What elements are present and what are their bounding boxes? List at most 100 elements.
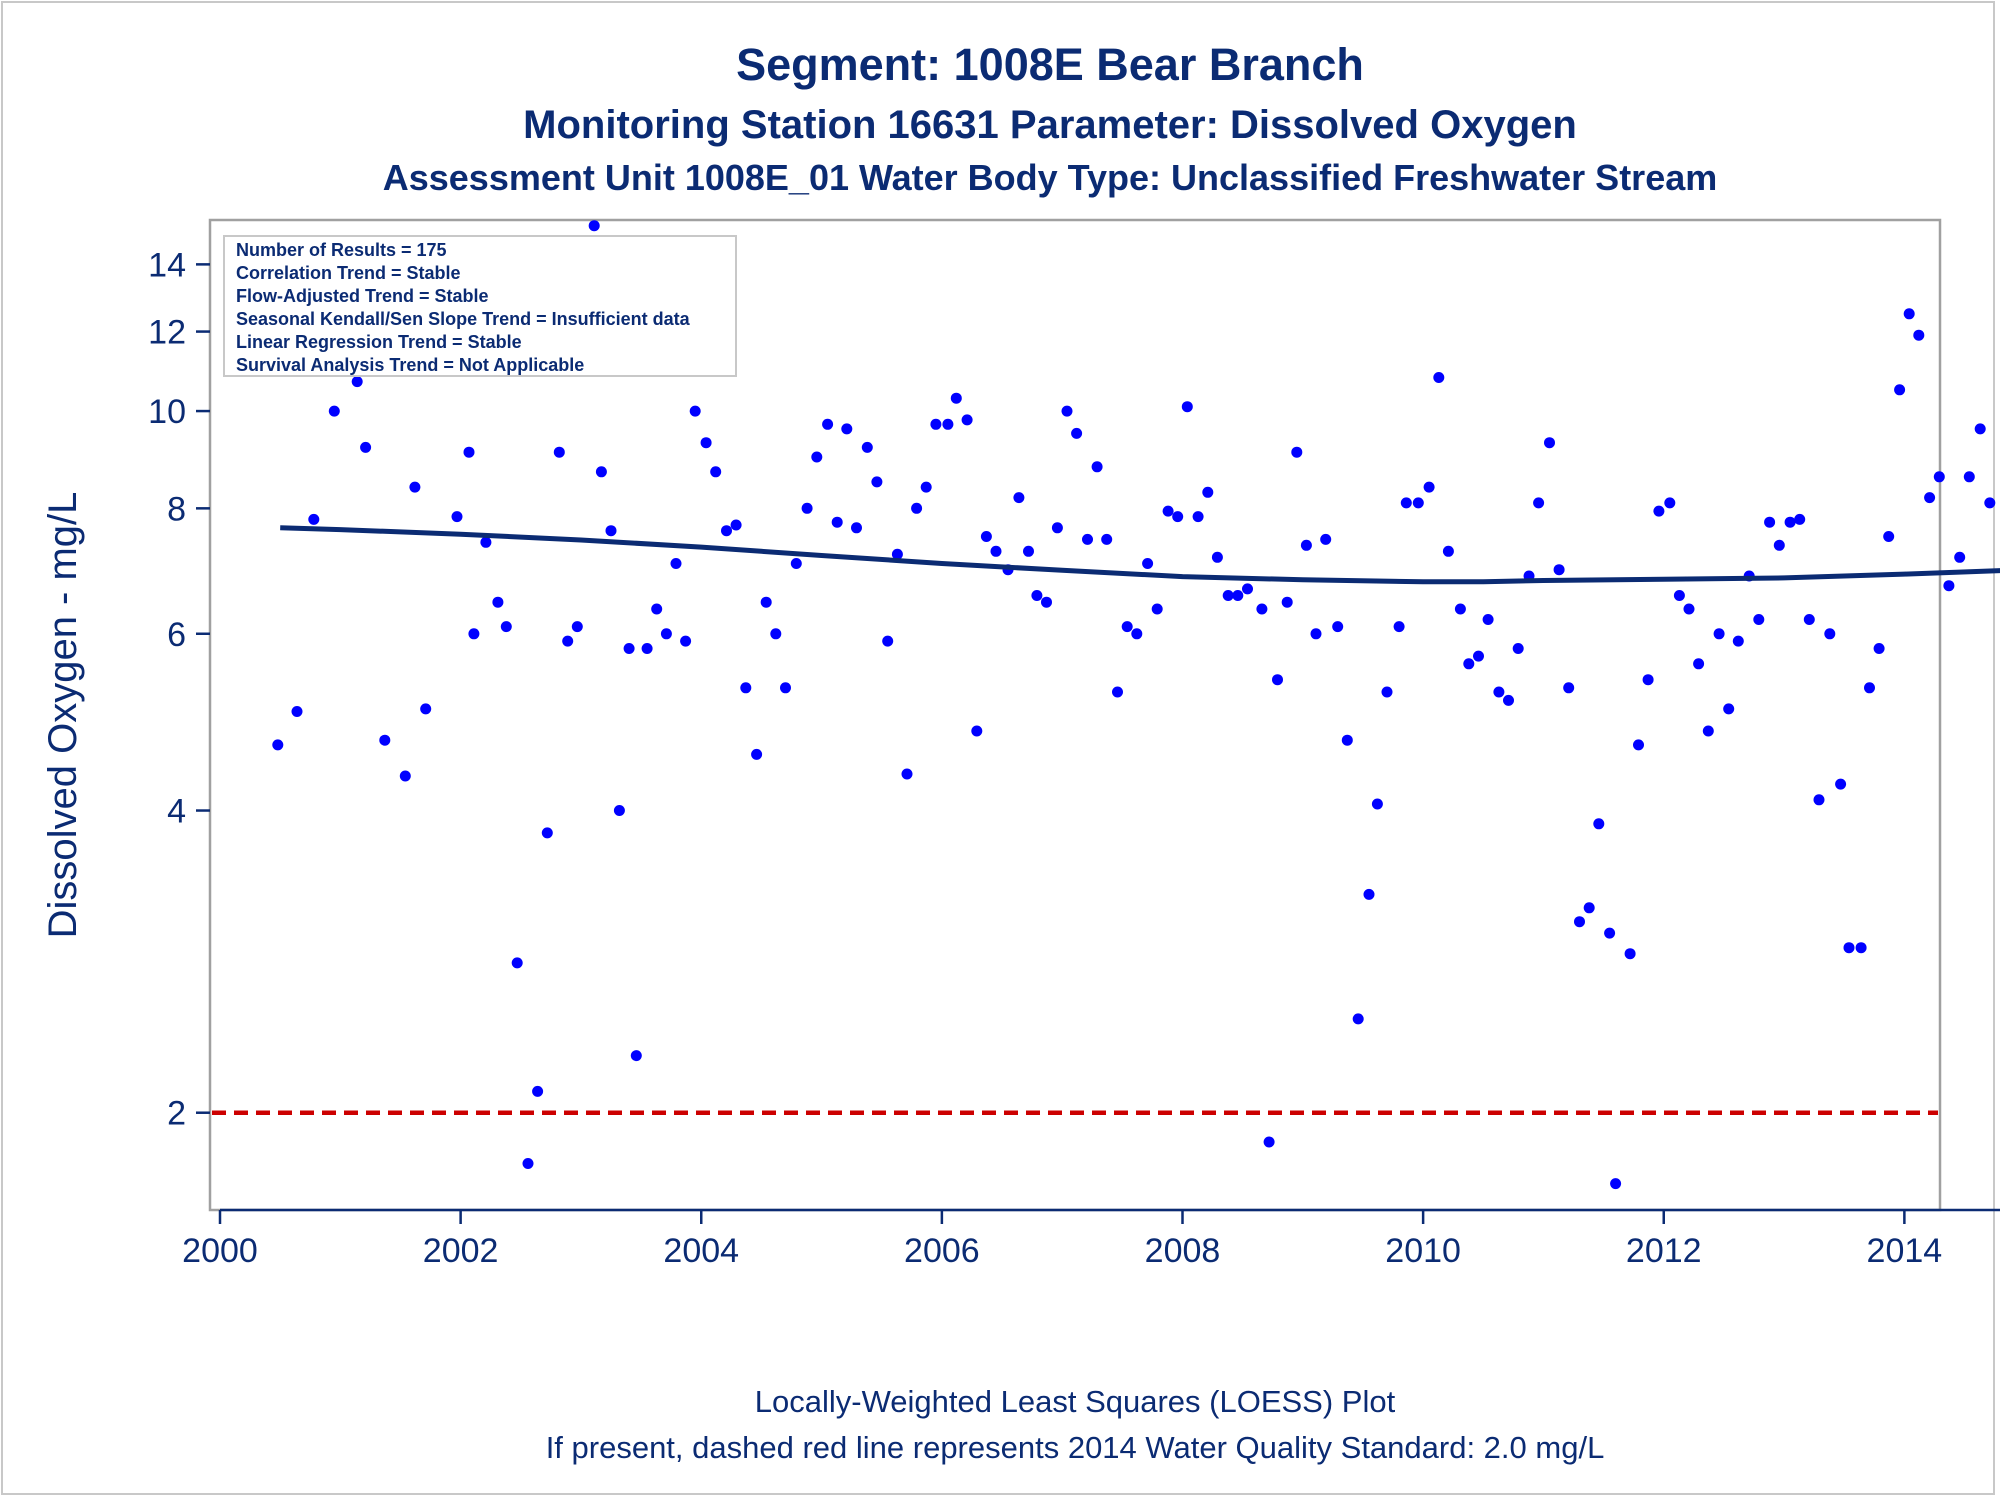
data-point bbox=[1172, 511, 1184, 523]
data-point bbox=[1683, 603, 1695, 615]
data-point bbox=[1121, 621, 1133, 633]
y-tick-label: 10 bbox=[148, 393, 186, 431]
data-point bbox=[882, 635, 894, 647]
data-point bbox=[1855, 942, 1867, 954]
data-point bbox=[861, 441, 873, 453]
data-point bbox=[623, 643, 635, 654]
y-tick-label: 12 bbox=[148, 314, 186, 352]
data-point bbox=[1843, 942, 1855, 954]
data-point bbox=[595, 466, 607, 478]
data-point bbox=[291, 706, 303, 717]
data-point bbox=[1412, 497, 1424, 509]
data-point bbox=[1593, 818, 1605, 830]
data-point bbox=[971, 725, 983, 737]
data-point bbox=[1181, 401, 1193, 413]
data-point bbox=[1610, 1178, 1622, 1190]
data-point bbox=[1371, 798, 1383, 810]
data-point bbox=[588, 220, 600, 232]
data-point bbox=[760, 596, 772, 608]
data-point bbox=[272, 739, 284, 751]
data-point bbox=[1803, 614, 1815, 625]
data-point bbox=[950, 392, 962, 404]
data-point bbox=[1913, 329, 1925, 341]
data-point bbox=[1702, 725, 1714, 737]
data-point bbox=[1604, 927, 1616, 939]
data-point bbox=[700, 437, 712, 449]
data-point bbox=[1151, 603, 1163, 615]
chart-subtitle-2: Assessment Unit 1008E_01 Water Body Type… bbox=[383, 157, 1718, 198]
data-point bbox=[1222, 590, 1234, 601]
data-point bbox=[1794, 513, 1806, 525]
data-point bbox=[468, 628, 480, 640]
data-point bbox=[1211, 551, 1223, 563]
data-point bbox=[980, 531, 992, 542]
y-axis-label: Dissolved Oxygen - mg/L bbox=[41, 492, 85, 939]
data-point bbox=[351, 376, 363, 388]
data-point bbox=[920, 481, 932, 493]
x-tick-label: 2012 bbox=[1626, 1232, 1702, 1270]
data-point bbox=[1693, 658, 1705, 670]
data-point bbox=[1894, 384, 1906, 396]
data-point bbox=[420, 703, 432, 715]
data-point bbox=[500, 621, 512, 633]
y-tick-label: 4 bbox=[167, 793, 186, 831]
data-point bbox=[1071, 427, 1083, 439]
data-point bbox=[1903, 308, 1915, 320]
data-point bbox=[562, 635, 574, 647]
data-point bbox=[1162, 505, 1174, 517]
data-point bbox=[1242, 583, 1253, 595]
data-point bbox=[780, 682, 791, 694]
data-point bbox=[1633, 739, 1644, 751]
x-axis: 200020022004200620082010201220142016 bbox=[182, 1208, 2000, 1270]
x-tick-label: 2014 bbox=[1867, 1232, 1943, 1270]
x-tick-label: 2004 bbox=[663, 1232, 739, 1270]
footnote-1: Locally-Weighted Least Squares (LOESS) P… bbox=[755, 1384, 1396, 1419]
data-point bbox=[891, 548, 903, 560]
data-point bbox=[1131, 628, 1143, 640]
data-point bbox=[689, 405, 701, 417]
data-point bbox=[480, 536, 492, 548]
data-point bbox=[811, 451, 823, 463]
data-point bbox=[710, 466, 722, 478]
data-point bbox=[1974, 423, 1986, 435]
data-point bbox=[1051, 522, 1063, 534]
data-point bbox=[1454, 603, 1466, 615]
data-point bbox=[1924, 492, 1936, 504]
data-point bbox=[1583, 902, 1595, 914]
data-point bbox=[1943, 580, 1955, 592]
x-tick-label: 2008 bbox=[1145, 1232, 1221, 1270]
data-point bbox=[399, 770, 411, 782]
data-point bbox=[1400, 497, 1412, 509]
data-point bbox=[1031, 590, 1043, 601]
data-point bbox=[1773, 539, 1785, 551]
data-point bbox=[463, 446, 475, 458]
data-point bbox=[613, 805, 625, 816]
y-tick-label: 8 bbox=[167, 490, 186, 528]
data-point bbox=[721, 525, 732, 537]
data-point bbox=[379, 734, 391, 746]
data-point bbox=[1363, 888, 1375, 900]
data-point bbox=[553, 446, 565, 458]
data-point bbox=[409, 481, 421, 493]
data-point bbox=[1272, 674, 1283, 686]
data-point bbox=[522, 1158, 534, 1169]
stat-line: Seasonal Kendall/Sen Slope Trend = Insuf… bbox=[236, 309, 691, 329]
data-point bbox=[1824, 628, 1836, 640]
data-point bbox=[308, 513, 320, 525]
data-point bbox=[790, 558, 802, 569]
data-point bbox=[1753, 614, 1765, 625]
data-point bbox=[1873, 643, 1885, 654]
data-point bbox=[1381, 686, 1393, 698]
data-point bbox=[1013, 492, 1025, 504]
data-point bbox=[1723, 703, 1735, 715]
data-point bbox=[641, 643, 653, 654]
y-tick-label: 6 bbox=[167, 616, 186, 654]
data-point bbox=[1263, 1136, 1275, 1148]
data-point bbox=[1764, 516, 1776, 528]
data-point bbox=[1320, 533, 1332, 545]
data-point bbox=[990, 545, 1002, 557]
data-point bbox=[1300, 539, 1312, 551]
chart-title: Segment: 1008E Bear Branch bbox=[736, 39, 1364, 90]
